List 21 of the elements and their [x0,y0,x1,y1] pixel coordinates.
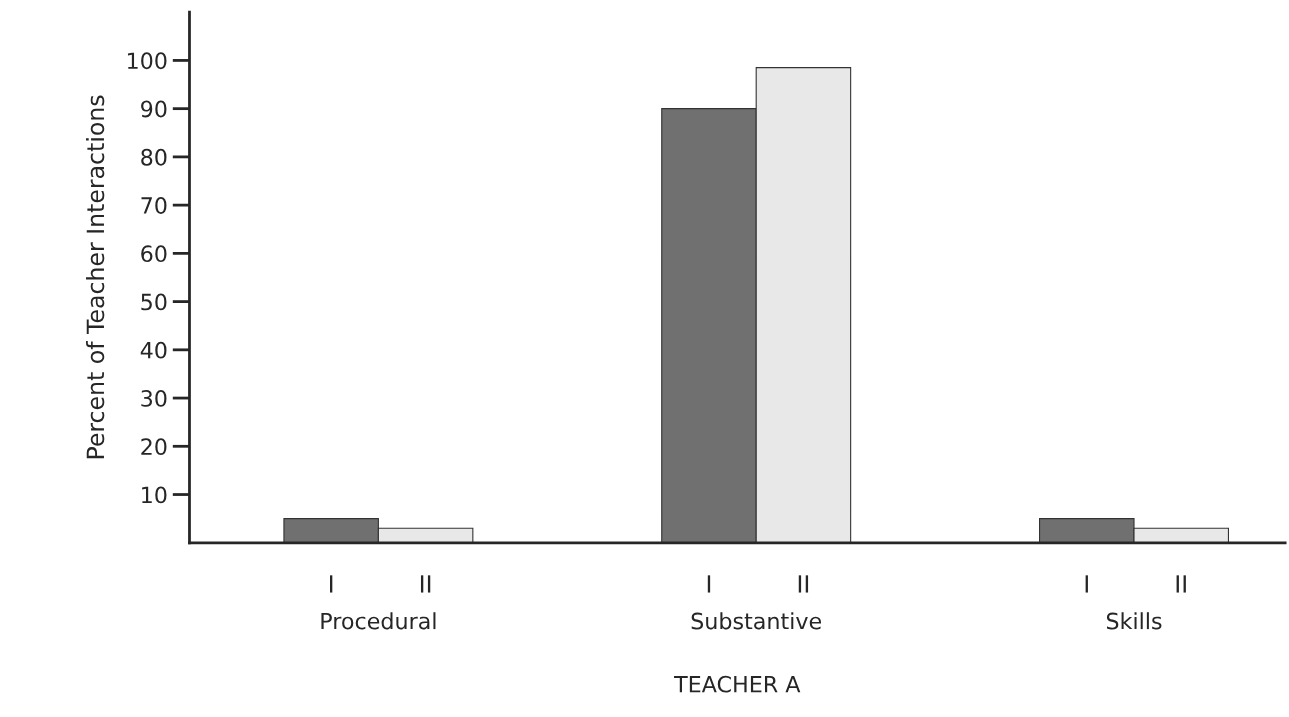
y-tick-label: 70 [141,197,167,214]
y-axis-title: Percent of Teacher Interactions [86,95,105,459]
y-tick-label: 100 [127,52,167,70]
y-tick-label: 80 [141,148,167,166]
y-tick-label: 60 [141,245,167,263]
y-tick-label: 40 [140,341,167,359]
y-tick-label: 50 [141,293,167,311]
x-tick-label: Procedural [321,612,436,630]
x-axis-title: TEACHER A [674,675,801,693]
y-tick-label: 30 [141,390,167,407]
text: I [1085,575,1088,593]
y-tick-label: 10 [142,486,167,504]
series-label: I [330,575,333,593]
y-tick-label: 20 [141,438,167,456]
text: I [707,575,711,593]
text: II [798,575,809,593]
series-label: II [420,575,431,593]
y-tick-label: 90 [141,100,167,118]
x-tick-label: Substantive [691,612,822,630]
text: II [1176,575,1186,593]
x-tick-label: Skills [1106,612,1162,630]
